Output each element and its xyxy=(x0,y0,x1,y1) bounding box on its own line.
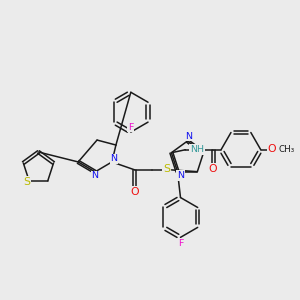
Text: O: O xyxy=(130,187,139,197)
Text: O: O xyxy=(209,164,218,174)
Text: S: S xyxy=(24,177,31,187)
Text: CH₃: CH₃ xyxy=(279,145,295,154)
Text: F: F xyxy=(178,239,183,248)
Text: N: N xyxy=(185,132,192,141)
Text: N: N xyxy=(92,171,99,180)
Text: O: O xyxy=(267,144,276,154)
Text: N: N xyxy=(196,145,203,154)
Text: N: N xyxy=(177,171,184,180)
Text: N: N xyxy=(110,154,117,164)
Text: F: F xyxy=(128,123,134,132)
Text: NH: NH xyxy=(190,145,204,154)
Text: S: S xyxy=(163,164,170,174)
